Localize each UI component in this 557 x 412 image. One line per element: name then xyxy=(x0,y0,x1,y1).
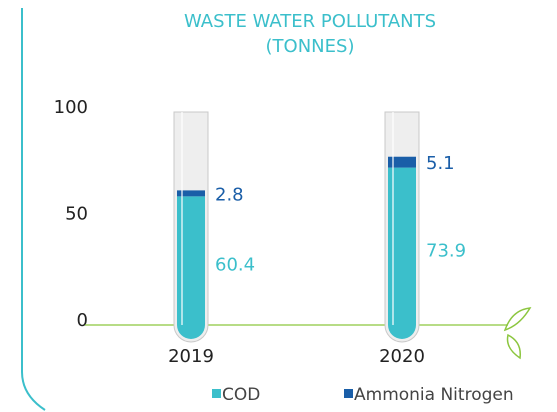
chart-subtitle: (TONNES) xyxy=(266,36,355,57)
frame-border xyxy=(21,8,46,411)
y-tick-label: 50 xyxy=(65,204,88,225)
value-label: 5.1 xyxy=(426,153,455,174)
leaf-icon xyxy=(503,307,532,360)
value-label: 2.8 xyxy=(215,184,244,205)
value-label: 60.4 xyxy=(215,255,255,276)
y-tick-label: 0 xyxy=(77,310,88,331)
bar-segment xyxy=(177,190,205,197)
x-tick-label: 2020 xyxy=(379,346,425,367)
x-tick-label: 2019 xyxy=(168,346,214,367)
y-tick-label: 100 xyxy=(54,97,88,118)
legend-label: Ammonia Nitrogen xyxy=(354,385,514,405)
bar-segment xyxy=(177,196,205,339)
legend-swatch xyxy=(344,389,353,398)
bar-segment xyxy=(388,156,416,168)
bar-segment xyxy=(388,167,416,339)
legend-label: COD xyxy=(222,385,260,405)
legend-swatch xyxy=(212,389,221,398)
chart-title: WASTE WATER POLLUTANTS xyxy=(184,11,436,32)
value-label: 73.9 xyxy=(426,240,466,261)
